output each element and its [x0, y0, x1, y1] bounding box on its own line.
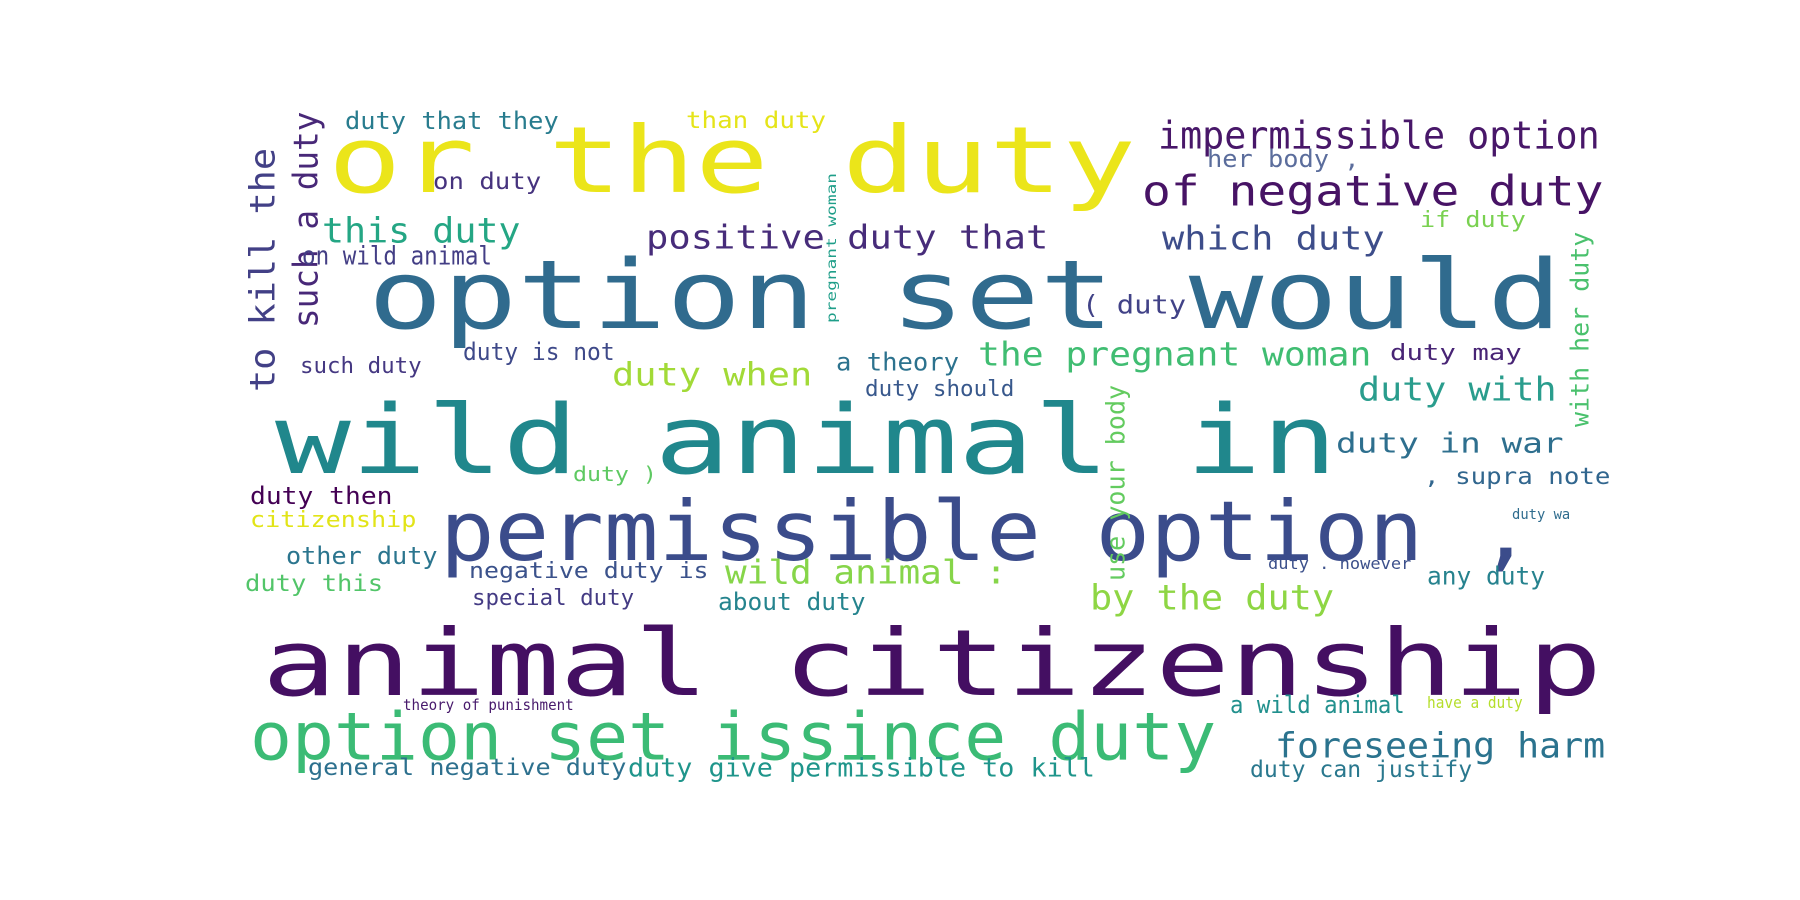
- word-duty-when: duty when: [612, 356, 813, 394]
- word-on-wild-animal: on wild animal: [302, 240, 493, 271]
- word-duty-then: duty then: [250, 482, 393, 510]
- word-duty-is-not: duty is not: [463, 338, 615, 366]
- word-to-kill-the: to kill the: [242, 147, 283, 392]
- word-supra-note: , supra note: [1424, 463, 1611, 490]
- word-duty-may: duty may: [1390, 341, 1522, 366]
- word-option-set-issince-duty: option set issince duty: [250, 698, 1217, 776]
- word-other-duty: other duty: [286, 542, 438, 570]
- word-by-the-duty: by the duty: [1090, 577, 1335, 618]
- word-duty-in-war: duty in war: [1336, 427, 1564, 460]
- word-duty-with: duty with: [1358, 371, 1557, 409]
- word-permissible-option: permissible option ,: [440, 482, 1533, 580]
- word-pregnant-woman: pregnant woman: [825, 172, 840, 323]
- word-duty-however: duty . however: [1268, 555, 1412, 574]
- word-wild-animal-in: wild animal in: [275, 384, 1338, 496]
- word-have-a-duty: have a duty: [1427, 694, 1523, 713]
- word-this-duty: this duty: [322, 210, 521, 251]
- word-wild-animal-colon: wild animal :: [725, 554, 1007, 592]
- word-duty-should: duty should: [865, 377, 1015, 402]
- word-duty-can-justify: duty can justify: [1250, 756, 1473, 783]
- word-duty-paren: duty ): [573, 463, 657, 486]
- word-citizenship: citizenship: [250, 508, 417, 533]
- word-a-wild-animal: a wild animal: [1230, 691, 1405, 719]
- word-theory-of-punishment: theory of punishment: [403, 696, 574, 714]
- word-a-theory: a theory: [836, 348, 960, 377]
- word-duty-wa: duty wa: [1512, 506, 1571, 523]
- word-her-body: her body ,: [1207, 145, 1360, 173]
- word-about-duty: about duty: [718, 588, 866, 616]
- word-duty-give-permissible-to-kill: duty give permissible to kill: [628, 752, 1095, 783]
- word-positive-duty-that: positive duty that: [646, 219, 1049, 257]
- word-if-duty: if duty: [1420, 208, 1526, 233]
- word-foreseeing-harm: foreseeing harm: [1275, 725, 1606, 766]
- word-of-negative-duty: of negative duty: [1142, 166, 1604, 216]
- word-on-duty: on duty: [433, 168, 542, 195]
- word-special-duty: special duty: [472, 586, 635, 611]
- word-which-duty: which duty: [1162, 220, 1385, 258]
- word-or-the-duty: or the duty: [328, 107, 1137, 215]
- word-option-set-would: option set would: [368, 239, 1562, 351]
- word-use-your-body: use your body: [1100, 384, 1131, 581]
- word-the-pregnant-woman: the pregnant woman: [978, 336, 1372, 374]
- word-than-duty: than duty: [686, 107, 827, 134]
- word-such-duty: such duty: [300, 354, 422, 379]
- word-any-duty: any duty: [1427, 562, 1546, 591]
- word-with-her-duty: with her duty: [1566, 231, 1595, 427]
- word-paren-duty: ( duty: [1082, 289, 1187, 320]
- word-duty-this: duty this: [245, 570, 384, 597]
- word-duty-that-they: duty that they: [345, 107, 559, 135]
- word-impermissible-option: impermissible option: [1158, 114, 1600, 158]
- word-negative-duty-is: negative duty is: [469, 559, 709, 584]
- word-such-a-duty: such a duty: [287, 111, 326, 328]
- word-general-negative-duty: general negative duty: [308, 754, 627, 781]
- word-animal-citizenship: animal citizenship: [262, 610, 1603, 718]
